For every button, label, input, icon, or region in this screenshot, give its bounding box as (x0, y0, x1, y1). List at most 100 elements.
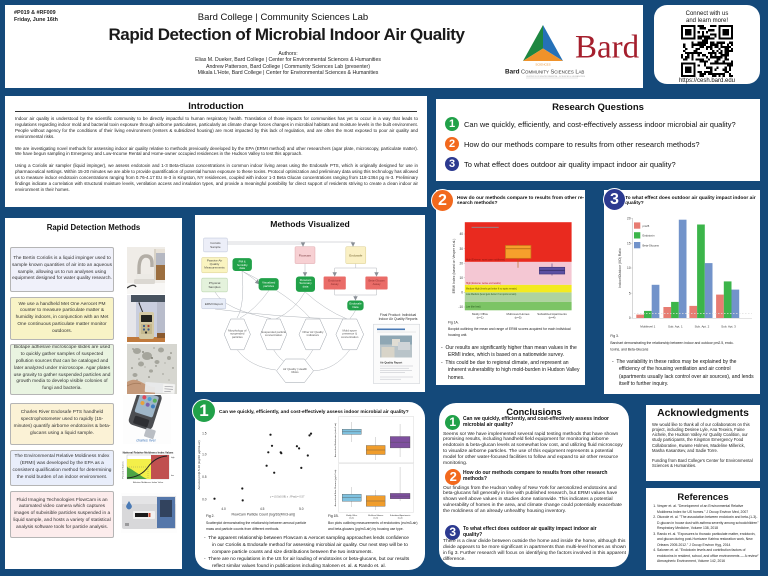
svg-text:charles river: charles river (136, 439, 156, 443)
svg-text:5: 5 (629, 291, 631, 295)
svg-text:Other Air Quality: Other Air Quality (302, 330, 324, 334)
svg-text:Visualized: Visualized (262, 280, 276, 284)
svg-text:10: 10 (459, 276, 463, 280)
svg-text:National Relative Moldiness In: National Relative Moldiness Index Values (123, 451, 174, 455)
svg-text:presence &: presence & (342, 332, 357, 336)
svg-text:4.0: 4.0 (221, 507, 226, 511)
svg-text:Flowcam: Flowcam (300, 278, 312, 282)
svg-text:Bard: Bard (505, 69, 520, 76)
svg-text:Flowcam: Flowcam (299, 254, 312, 258)
svg-text:Subsidized Apartments: Subsidized Apartments (537, 312, 567, 316)
svg-text:0.0: 0.0 (202, 498, 207, 502)
svg-text:Aerocet pm[2.5-10 (log/10 µg/m: Aerocet pm[2.5-10 (log/10 µg/m3-air) (197, 440, 201, 489)
svg-text:Air Quality | Health: Air Quality | Health (283, 367, 307, 371)
svg-text:Endosafe: Endosafe (349, 254, 362, 258)
svg-text:Final Product: Individual: Final Product: Individual (380, 313, 416, 317)
svg-text:Passive Air: Passive Air (207, 259, 222, 263)
svg-text:Suspended particle: Suspended particle (261, 330, 286, 334)
svg-text:Quality: Quality (210, 262, 220, 266)
svg-text:Boxplot outlining the mean and: Boxplot outlining the mean and range of … (448, 327, 571, 331)
svg-text:Subsidized Apartments: Subsidized Apartments (390, 514, 410, 517)
svg-text:concentration: concentration (341, 335, 359, 339)
svg-text:Mold spore: Mold spore (343, 328, 358, 332)
svg-text:20: 20 (627, 217, 631, 221)
svg-text:data: data (239, 266, 245, 270)
svg-text:-10: -10 (458, 305, 463, 309)
svg-text:suspended: suspended (230, 332, 245, 336)
svg-text:Assay: Assay (331, 282, 339, 286)
svg-text:Fig 3.: Fig 3. (610, 334, 619, 338)
svg-text:humidity: humidity (237, 263, 248, 267)
svg-text:Percent of homes: Percent of homes (122, 461, 125, 479)
svg-text:low: low (171, 475, 174, 477)
svg-text:0: 0 (461, 291, 463, 295)
svg-text:0: 0 (629, 316, 631, 320)
svg-text:(n=1): (n=1) (349, 517, 354, 519)
svg-text:FlowCam Particle Count (log/10: FlowCam Particle Count (log/10(#/m3-air)… (231, 513, 295, 517)
svg-text:SCIENCES: SCIENCES (535, 63, 550, 67)
svg-text:High (Extreme: worse end resul: High (Extreme: worse end results) (466, 282, 501, 285)
svg-text:pm25: pm25 (643, 224, 650, 228)
svg-text:Morphology of: Morphology of (228, 328, 247, 332)
svg-text:Medium-High (levels get better: Medium-High (levels get better if no spo… (466, 288, 517, 291)
svg-text:indicators: indicators (307, 333, 320, 337)
svg-text:Assay: Assay (373, 282, 381, 286)
svg-text:Data: Data (352, 305, 358, 309)
svg-text:Relative Moldiness Index Value: Relative Moldiness Index Value (133, 481, 164, 484)
svg-text:Indoor/Outdoor (I/O) Ratio: Indoor/Outdoor (I/O) Ratio (618, 248, 622, 288)
svg-text:(n=5): (n=5) (373, 517, 378, 519)
svg-text:y = (0.5±0.08) x ; R²adj = 0.5: y = (0.5±0.08) x ; R²adj = 0.57 (270, 495, 305, 499)
svg-text:Summary: Summary (299, 281, 312, 285)
svg-text:Multi-level Homes: Multi-level Homes (507, 312, 531, 316)
svg-text:Moldy Office: Moldy Office (346, 515, 358, 517)
svg-text:Endotoxin: Endotoxin (328, 279, 341, 283)
svg-text:Sub. Apt. 1: Sub. Apt. 1 (668, 325, 683, 329)
svg-text:0.5: 0.5 (202, 475, 207, 479)
svg-text:Beta-Glucans: Beta-Glucans (643, 244, 660, 248)
svg-text:5.0: 5.0 (299, 507, 304, 511)
svg-text:high: high (171, 457, 175, 459)
svg-text:(n=4): (n=4) (398, 517, 403, 519)
svg-text:Indoor Air Quality Reports: Indoor Air Quality Reports (379, 317, 418, 321)
svg-text:Aerosolized Beta-Glucans (pg/m: Aerosolized Beta-Glucans (pg/m3-air) (334, 469, 337, 506)
svg-text:housing unit.: housing unit. (448, 333, 467, 337)
svg-text:Samples: Samples (208, 285, 220, 289)
svg-text:ERMI Report: ERMI Report (205, 302, 223, 306)
svg-text:Low-Medium (level gets better: Low-Medium (level gets better if no spot… (466, 293, 517, 296)
svg-text:data: data (303, 284, 309, 288)
svg-text:Multilevel Homes: Multilevel Homes (368, 514, 383, 517)
svg-text:1.5: 1.5 (202, 431, 207, 435)
svg-text:Moldy Office: Moldy Office (472, 312, 488, 316)
svg-text:particles: particles (232, 335, 243, 339)
svg-text:(n=5): (n=5) (515, 315, 522, 319)
svg-text:Beta-Glucan: Beta-Glucan (368, 279, 384, 283)
svg-text:particles: particles (263, 284, 274, 288)
svg-text:Low (the best): Low (the best) (466, 305, 481, 308)
svg-text:toxins, and Beta-Glucans: toxins, and Beta-Glucans (610, 348, 648, 352)
svg-text:10: 10 (627, 266, 631, 270)
svg-text:PM &: PM & (239, 260, 246, 264)
svg-text:ERMI Index (based on Vesper et: ERMI Index (based on Vesper et al.) (452, 239, 456, 294)
svg-text:1.0: 1.0 (202, 452, 207, 456)
svg-text:20: 20 (459, 261, 463, 265)
svg-text:(n=1): (n=1) (477, 315, 484, 319)
svg-text:4.5: 4.5 (260, 507, 265, 511)
svg-text:COMMUNITY SCIENCES LAB: COMMUNITY SCIENCES LAB (521, 70, 584, 76)
svg-text:15: 15 (627, 241, 631, 245)
svg-text:Aerosolized Endotoxins (eu/m3-: Aerosolized Endotoxins (eu/m3-air) (334, 423, 337, 457)
svg-text:Multilevel 1: Multilevel 1 (640, 325, 655, 329)
svg-text:Fig 1A.: Fig 1A. (448, 321, 459, 325)
svg-text:Sub. Apt. 3: Sub. Apt. 3 (721, 325, 736, 329)
svg-text:Bard: Bard (575, 30, 640, 66)
svg-text:CENTER FOR ENVIRONMENTAL, SCIE: CENTER FOR ENVIRONMENTAL, SCIENCES & HUM… (526, 75, 586, 78)
svg-text:Endosafe: Endosafe (349, 302, 362, 306)
svg-text:Sample: Sample (210, 245, 221, 249)
svg-text:Barchart demonstrating the rel: Barchart demonstrating the relationship … (610, 341, 733, 345)
svg-text:Endotoxin: Endotoxin (643, 234, 655, 238)
svg-text:40: 40 (459, 232, 463, 236)
svg-text:Physical: Physical (209, 281, 221, 285)
svg-text:High (Extreme: worst case mold: High (Extreme: worst case moldiness) (466, 259, 505, 262)
svg-text:(n=4): (n=4) (549, 315, 556, 319)
svg-text:Coriolis: Coriolis (210, 241, 221, 245)
svg-text:30: 30 (459, 247, 463, 251)
